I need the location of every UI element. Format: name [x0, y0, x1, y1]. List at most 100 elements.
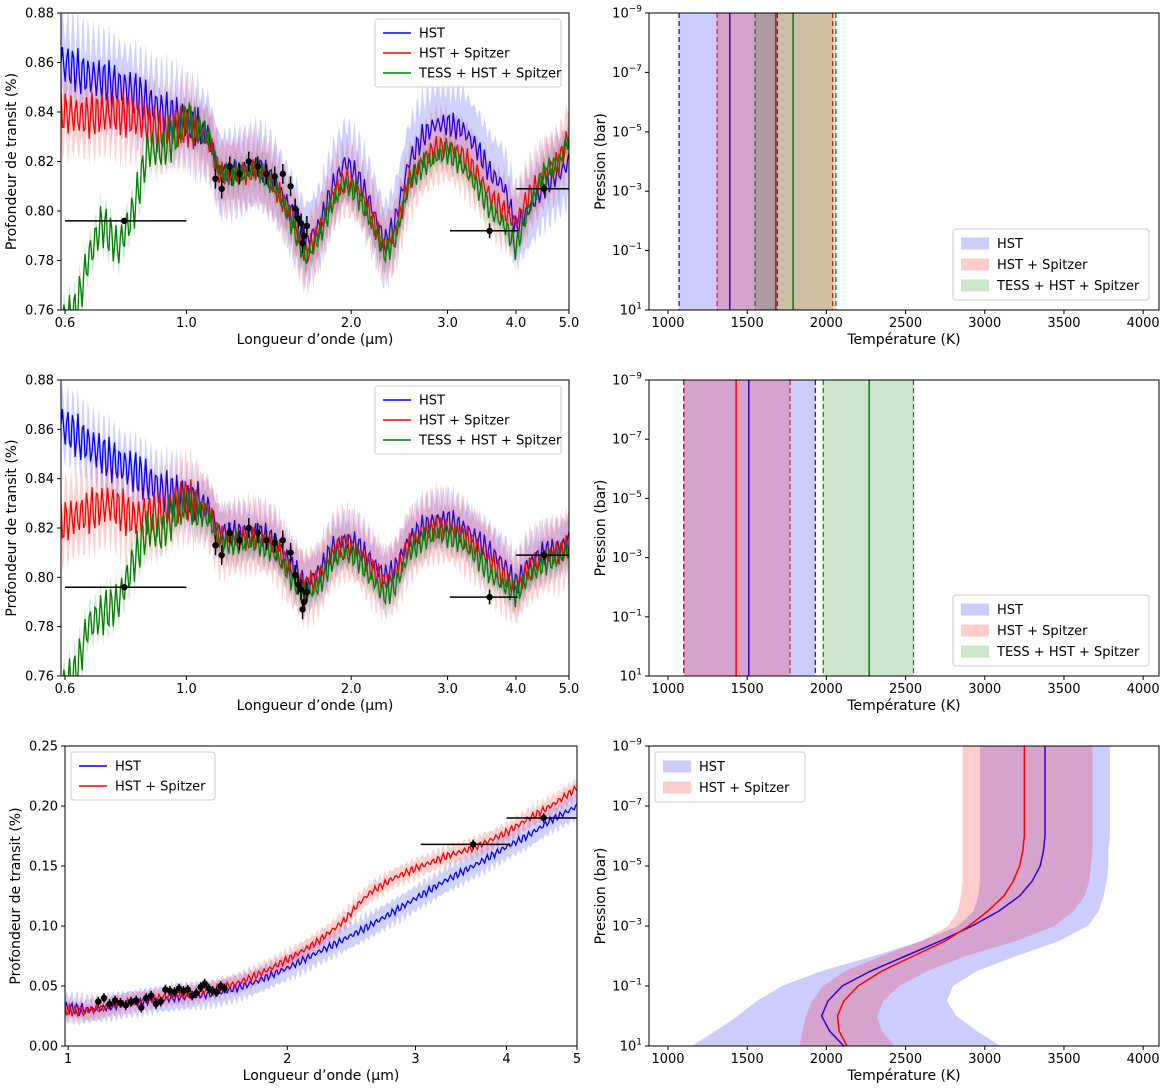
data-point [138, 1002, 145, 1013]
data-point [218, 178, 225, 199]
x-tick-label: 3.0 [437, 316, 458, 331]
series-line-1 [61, 479, 569, 597]
x-tick-label: 4000 [1127, 316, 1160, 331]
data-point-marker [212, 542, 219, 549]
legend-swatch [961, 237, 989, 250]
data-point [254, 156, 261, 177]
x-tick-label: 5.0 [559, 682, 580, 697]
y-tick-exponent: −5 [629, 490, 642, 500]
y-tick-exponent: −1 [629, 242, 642, 252]
series-band-1 [61, 446, 569, 631]
x-tick-label: 2.0 [341, 316, 362, 331]
data-point [294, 208, 302, 229]
legend-box [70, 751, 216, 801]
data-point-marker [201, 980, 208, 987]
plot-area [61, 13, 569, 310]
data-point [263, 163, 270, 184]
y-tick-label: 0.86 [25, 423, 54, 438]
x-axis-label: Température (K) [846, 1068, 960, 1084]
y-tick-label: 101 [620, 302, 642, 319]
x-tick-label: 0.6 [55, 316, 76, 331]
legend-swatch [961, 279, 989, 292]
data-point [449, 223, 518, 239]
x-axis-label: Longueur d’onde (μm) [243, 1068, 400, 1084]
legend-swatch [663, 781, 691, 794]
x-tick-label: 3500 [1047, 316, 1080, 331]
x-tick-label: 1000 [651, 316, 684, 331]
data-point-marker [221, 985, 228, 992]
data-point-marker [147, 992, 155, 999]
data-point-marker [469, 841, 477, 848]
plot-frame [648, 12, 1160, 311]
legend: HST HST + Spitzer TESS + HST + Spitzer [374, 385, 562, 455]
series-line-2 [62, 102, 569, 310]
data-point [212, 535, 219, 556]
y-tick-label: 0.80 [25, 205, 54, 220]
data-point-marker [226, 529, 233, 537]
x-tick-label: 2500 [889, 682, 922, 697]
y-tick-label: 0.82 [25, 155, 54, 170]
data-point-marker [226, 163, 233, 170]
data-point [212, 168, 219, 189]
x-tick-label: 1.0 [176, 682, 197, 697]
data-point [157, 996, 164, 1007]
data-point [162, 984, 169, 995]
x-tick-label: 0.6 [55, 682, 76, 697]
series-band-0 [691, 746, 1110, 1046]
legend-label: HST [115, 760, 141, 775]
series-band-0 [61, 383, 569, 619]
series-line-1 [65, 784, 577, 1018]
spectrum-panel-2: 0.6 1.0 2.0 3.0 4.0 5.0 0.76 0.78 0.80 0.82 0.84 0.… [4, 374, 580, 715]
y-tick-label: 10−9 [612, 372, 642, 389]
data-point [117, 998, 124, 1008]
series-band-0 [61, 13, 569, 291]
data-point-marker [212, 175, 219, 183]
legend: HST HST + Spitzer [654, 751, 806, 803]
x-tick-label: 1 [64, 1052, 72, 1067]
data-point [143, 993, 150, 1003]
y-tick-exponent: −7 [629, 431, 642, 441]
data-point [420, 839, 511, 850]
data-point [197, 982, 204, 992]
x-tick-label: 1500 [731, 682, 764, 697]
series-band-2 [62, 475, 569, 676]
data-point-marker [271, 173, 278, 180]
x-axis-label: Longueur d’onde (μm) [237, 332, 394, 348]
data-point [201, 978, 208, 989]
data-point-marker [254, 163, 261, 170]
plot-area [678, 13, 837, 310]
data-point-marker [300, 598, 308, 606]
data-point [515, 550, 569, 561]
x-tick-label: 3000 [968, 1052, 1001, 1067]
data-point-marker [138, 1004, 145, 1011]
data-point-marker [540, 551, 548, 559]
data-point-marker [218, 185, 225, 192]
data-point-marker [299, 606, 306, 613]
y-tick-label: 0.00 [29, 1040, 58, 1055]
y-tick-label: 10−1 [612, 978, 642, 995]
x-tick-label: 1000 [651, 682, 684, 697]
data-point [287, 542, 294, 563]
data-point [166, 986, 174, 996]
legend-box [952, 228, 1150, 301]
y-tick-label: 10−9 [612, 738, 642, 755]
data-point-marker [143, 994, 150, 1002]
data-point [300, 592, 308, 612]
y-tick-label: 10−7 [612, 798, 642, 815]
legend-label: HST [419, 394, 445, 409]
legend-label: HST [419, 27, 445, 42]
plot-frame [64, 745, 578, 1047]
data-point-marker [213, 988, 220, 996]
legend: HST HST + Spitzer TESS + HST + Spitzer [952, 228, 1150, 301]
series-line-1 [836, 746, 1026, 1046]
y-tick-exponent: 1 [636, 302, 642, 312]
legend-label: TESS + HST + Spitzer [418, 434, 562, 449]
data-point-marker [540, 814, 547, 822]
pt-panel-5: 1000 1500 2000 2500 3000 3500 4000 10−9 10−7 10−5… [593, 738, 1160, 1085]
y-axis-label: Profondeur de transit (%) [8, 807, 24, 984]
y-tick-label: 0.76 [25, 670, 54, 685]
data-point-marker [291, 205, 299, 212]
data-point-marker [111, 997, 119, 1004]
data-point-marker [121, 217, 128, 225]
